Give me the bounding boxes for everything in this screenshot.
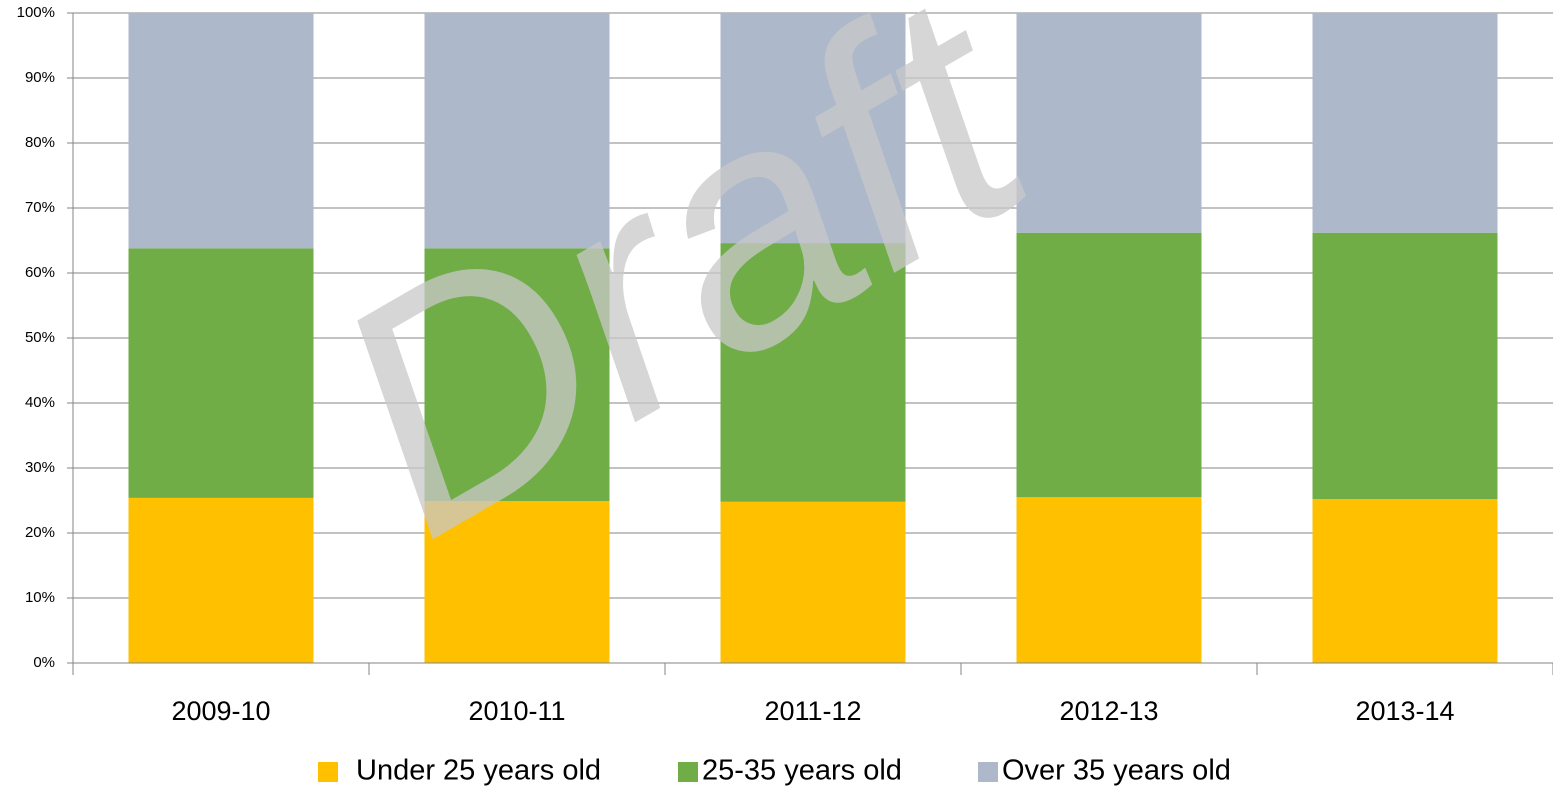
bar-segment — [1312, 13, 1498, 233]
legend-swatch — [318, 762, 338, 782]
legend-label: Over 35 years old — [1002, 755, 1231, 787]
bar-segment — [424, 501, 610, 663]
bar-segment — [1312, 499, 1498, 663]
x-tick-label: 2010-11 — [468, 696, 565, 726]
bar-segment — [128, 13, 314, 249]
bar-segment — [424, 13, 610, 249]
y-tick-label: 60% — [25, 264, 55, 281]
bar-segment — [720, 243, 906, 502]
y-tick-label: 50% — [25, 329, 55, 346]
bar-segment — [1312, 232, 1498, 500]
x-tick-label: 2011-12 — [764, 696, 861, 726]
y-tick-label: 70% — [25, 199, 55, 216]
x-tick-label: 2012-13 — [1059, 696, 1158, 726]
legend-swatch — [978, 762, 998, 782]
y-tick-label: 0% — [33, 654, 55, 671]
legend-swatch — [678, 762, 698, 782]
bar-segment — [1016, 232, 1202, 498]
y-tick-label: 20% — [25, 524, 55, 541]
bar-segment — [720, 13, 906, 244]
y-tick-label: 40% — [25, 394, 55, 411]
bar-segment — [128, 497, 314, 663]
bar-segment — [1016, 13, 1202, 233]
bar-segment — [720, 501, 906, 663]
legend-label: 25-35 years old — [702, 755, 902, 787]
y-tick-label: 90% — [25, 69, 55, 86]
bar-segment — [128, 248, 314, 498]
bar-segment — [424, 248, 610, 502]
y-tick-label: 30% — [25, 459, 55, 476]
x-tick-label: 2013-14 — [1355, 696, 1454, 726]
bar-segment — [1016, 497, 1202, 663]
y-tick-label: 100% — [17, 4, 55, 21]
y-tick-label: 80% — [25, 134, 55, 151]
legend-label: Under 25 years old — [356, 755, 601, 787]
x-tick-label: 2009-10 — [171, 696, 270, 726]
watermark: Draft — [274, 0, 1088, 605]
y-tick-label: 10% — [25, 589, 55, 606]
